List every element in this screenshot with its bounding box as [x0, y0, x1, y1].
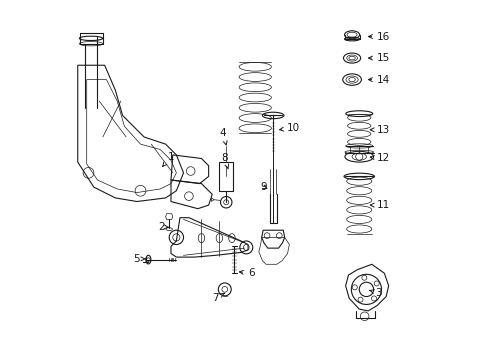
- Text: 2: 2: [158, 222, 168, 231]
- Text: 4: 4: [219, 129, 226, 145]
- Text: 13: 13: [369, 125, 389, 135]
- Text: 6: 6: [239, 268, 254, 278]
- Text: 5: 5: [133, 254, 145, 264]
- Text: 12: 12: [369, 153, 389, 163]
- Text: 3: 3: [369, 288, 381, 298]
- Text: 10: 10: [279, 123, 299, 133]
- Text: 14: 14: [368, 75, 389, 85]
- Text: 16: 16: [368, 32, 389, 41]
- Text: 8: 8: [221, 153, 228, 169]
- Text: 7: 7: [212, 293, 224, 303]
- Text: 9: 9: [260, 182, 267, 192]
- Bar: [219, 162, 233, 191]
- Text: 1: 1: [163, 152, 174, 166]
- Text: 15: 15: [368, 53, 389, 63]
- Text: 11: 11: [369, 200, 389, 210]
